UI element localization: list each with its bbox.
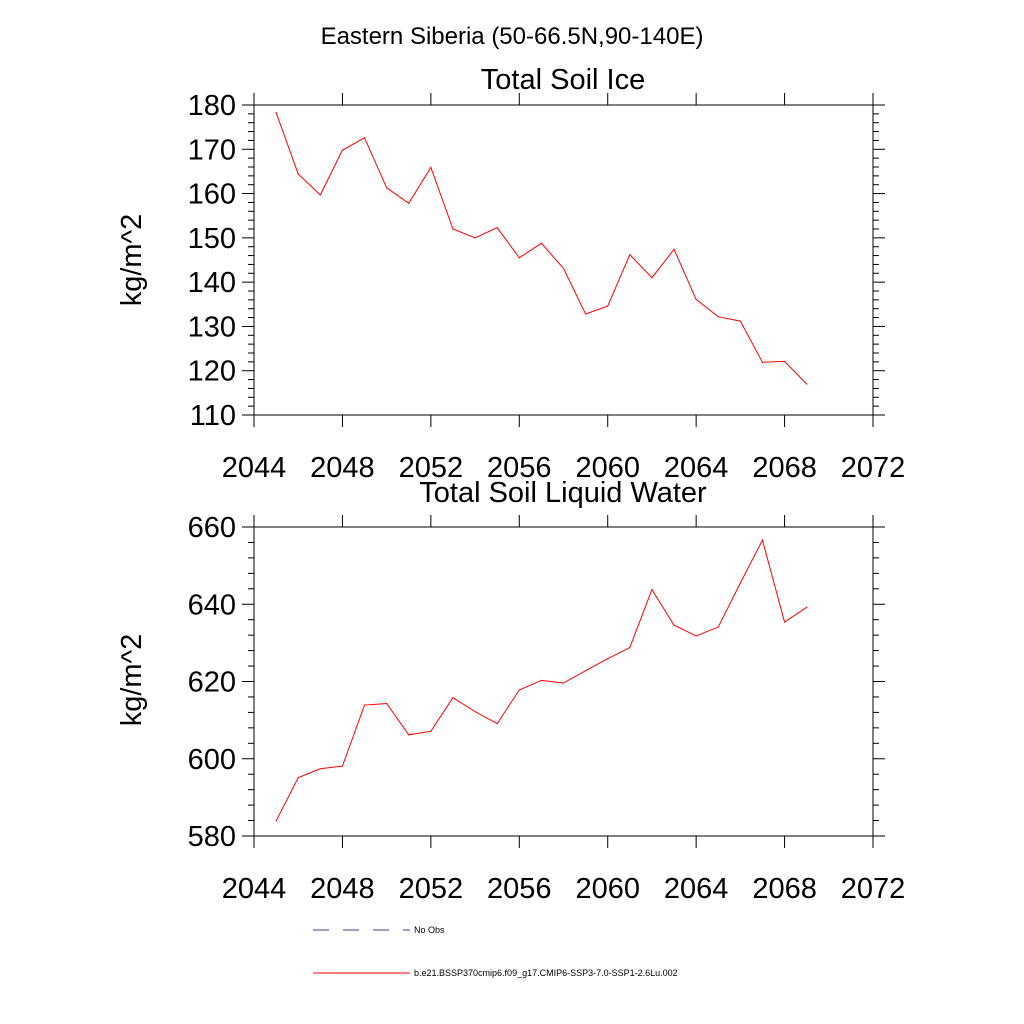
panel-total-soil-ice: Total Soil Ice kg/m^2 2044 2048 2052 2056 20…	[116, 64, 905, 484]
y-axis-label: kg/m^2	[116, 634, 148, 727]
data-point	[783, 360, 786, 363]
data-point	[540, 242, 542, 244]
x-tick-label: 2056	[487, 452, 552, 484]
y-tick-label: 660	[188, 512, 236, 544]
panel-title: Total Soil Liquid Water	[419, 477, 707, 509]
data-point	[717, 626, 719, 628]
data-point	[474, 237, 476, 239]
legend-label-model: b.e21.BSSP370cmip6.f09_g17.CMIP6-SSP3-7.…	[414, 968, 678, 978]
x-tick-label: 2060	[575, 873, 640, 905]
y-tick-label: 150	[188, 223, 236, 255]
panel-title: Total Soil Ice	[481, 64, 645, 96]
data-point	[297, 777, 299, 779]
data-point	[496, 227, 498, 229]
x-tick-label: 2068	[752, 452, 817, 484]
data-point	[717, 316, 719, 318]
data-point	[452, 228, 454, 230]
data-point	[386, 187, 388, 189]
data-point	[430, 730, 432, 732]
data-point	[386, 702, 388, 705]
x-tick-label: 2072	[841, 873, 906, 905]
data-point	[783, 621, 786, 623]
y-tick-label: 120	[188, 356, 236, 388]
data-point	[629, 254, 631, 256]
data-point	[540, 679, 542, 681]
data-point	[562, 682, 565, 684]
x-tick-label: 2052	[399, 452, 464, 484]
panel-total-soil-liquid-water: Total Soil Liquid Water kg/m^2 2044 2048 2…	[116, 477, 905, 905]
data-point	[297, 173, 299, 175]
data-point	[585, 313, 587, 315]
y-tick-label: 600	[188, 744, 236, 776]
x-tick-label: 2068	[752, 873, 817, 905]
x-tick-label: 2044	[222, 873, 287, 905]
x-tick-label: 2044	[222, 452, 287, 484]
data-point	[739, 320, 741, 322]
x-tick-label: 2056	[487, 873, 552, 905]
data-point	[496, 723, 498, 725]
y-tick-label: 160	[188, 179, 236, 211]
data-point	[761, 539, 764, 541]
x-tick-label: 2048	[310, 452, 375, 484]
x-tick-label: 2072	[841, 452, 906, 484]
y-tick-label: 580	[188, 821, 236, 853]
data-point	[518, 257, 520, 259]
y-tick-label: 640	[188, 589, 236, 621]
data-point	[673, 624, 675, 626]
data-point	[806, 606, 808, 608]
data-point	[363, 137, 366, 139]
plot-frame	[253, 526, 874, 837]
y-tick-label: 130	[188, 311, 236, 343]
data-point	[607, 305, 609, 307]
data-point	[408, 734, 410, 736]
y-axis-label: kg/m^2	[116, 214, 148, 307]
data-point	[452, 697, 454, 699]
data-point	[629, 646, 631, 649]
y-tick-label: 140	[188, 267, 236, 299]
data-point	[562, 267, 565, 270]
data-point	[695, 298, 697, 301]
data-point	[319, 768, 321, 770]
data-point	[651, 588, 653, 591]
y-tick-label: 180	[188, 90, 236, 122]
x-tick-label: 2064	[664, 873, 729, 905]
data-point	[275, 111, 277, 114]
x-tick-label: 2060	[575, 452, 640, 484]
data-point	[761, 361, 764, 363]
x-tick-label: 2048	[310, 873, 375, 905]
legend-label-no-obs: No Obs	[414, 925, 445, 935]
data-point	[319, 194, 321, 196]
data-point	[363, 704, 366, 706]
data-point	[585, 670, 587, 672]
data-point	[607, 658, 609, 660]
data-point	[275, 820, 277, 822]
data-point	[806, 383, 808, 385]
data-point	[341, 149, 344, 151]
series-line	[275, 112, 808, 385]
x-tick-label: 2052	[399, 873, 464, 905]
data-point	[651, 277, 653, 279]
data-point	[695, 635, 697, 637]
x-tick-label: 2064	[664, 452, 729, 484]
figure-title: Eastern Siberia (50-66.5N,90-140E)	[321, 23, 704, 50]
data-point	[474, 711, 476, 713]
y-tick-label: 170	[188, 134, 236, 166]
data-point	[430, 166, 432, 169]
y-tick-label: 110	[190, 400, 236, 432]
data-point	[408, 202, 410, 204]
legend: No Obs b.e21.BSSP370cmip6.f09_g17.CMIP6-…	[313, 925, 678, 978]
plot-frame	[253, 104, 874, 416]
y-tick-label: 620	[188, 667, 236, 699]
data-point	[341, 765, 344, 767]
data-point	[673, 248, 675, 250]
data-point	[518, 689, 520, 691]
data-point	[739, 582, 741, 584]
